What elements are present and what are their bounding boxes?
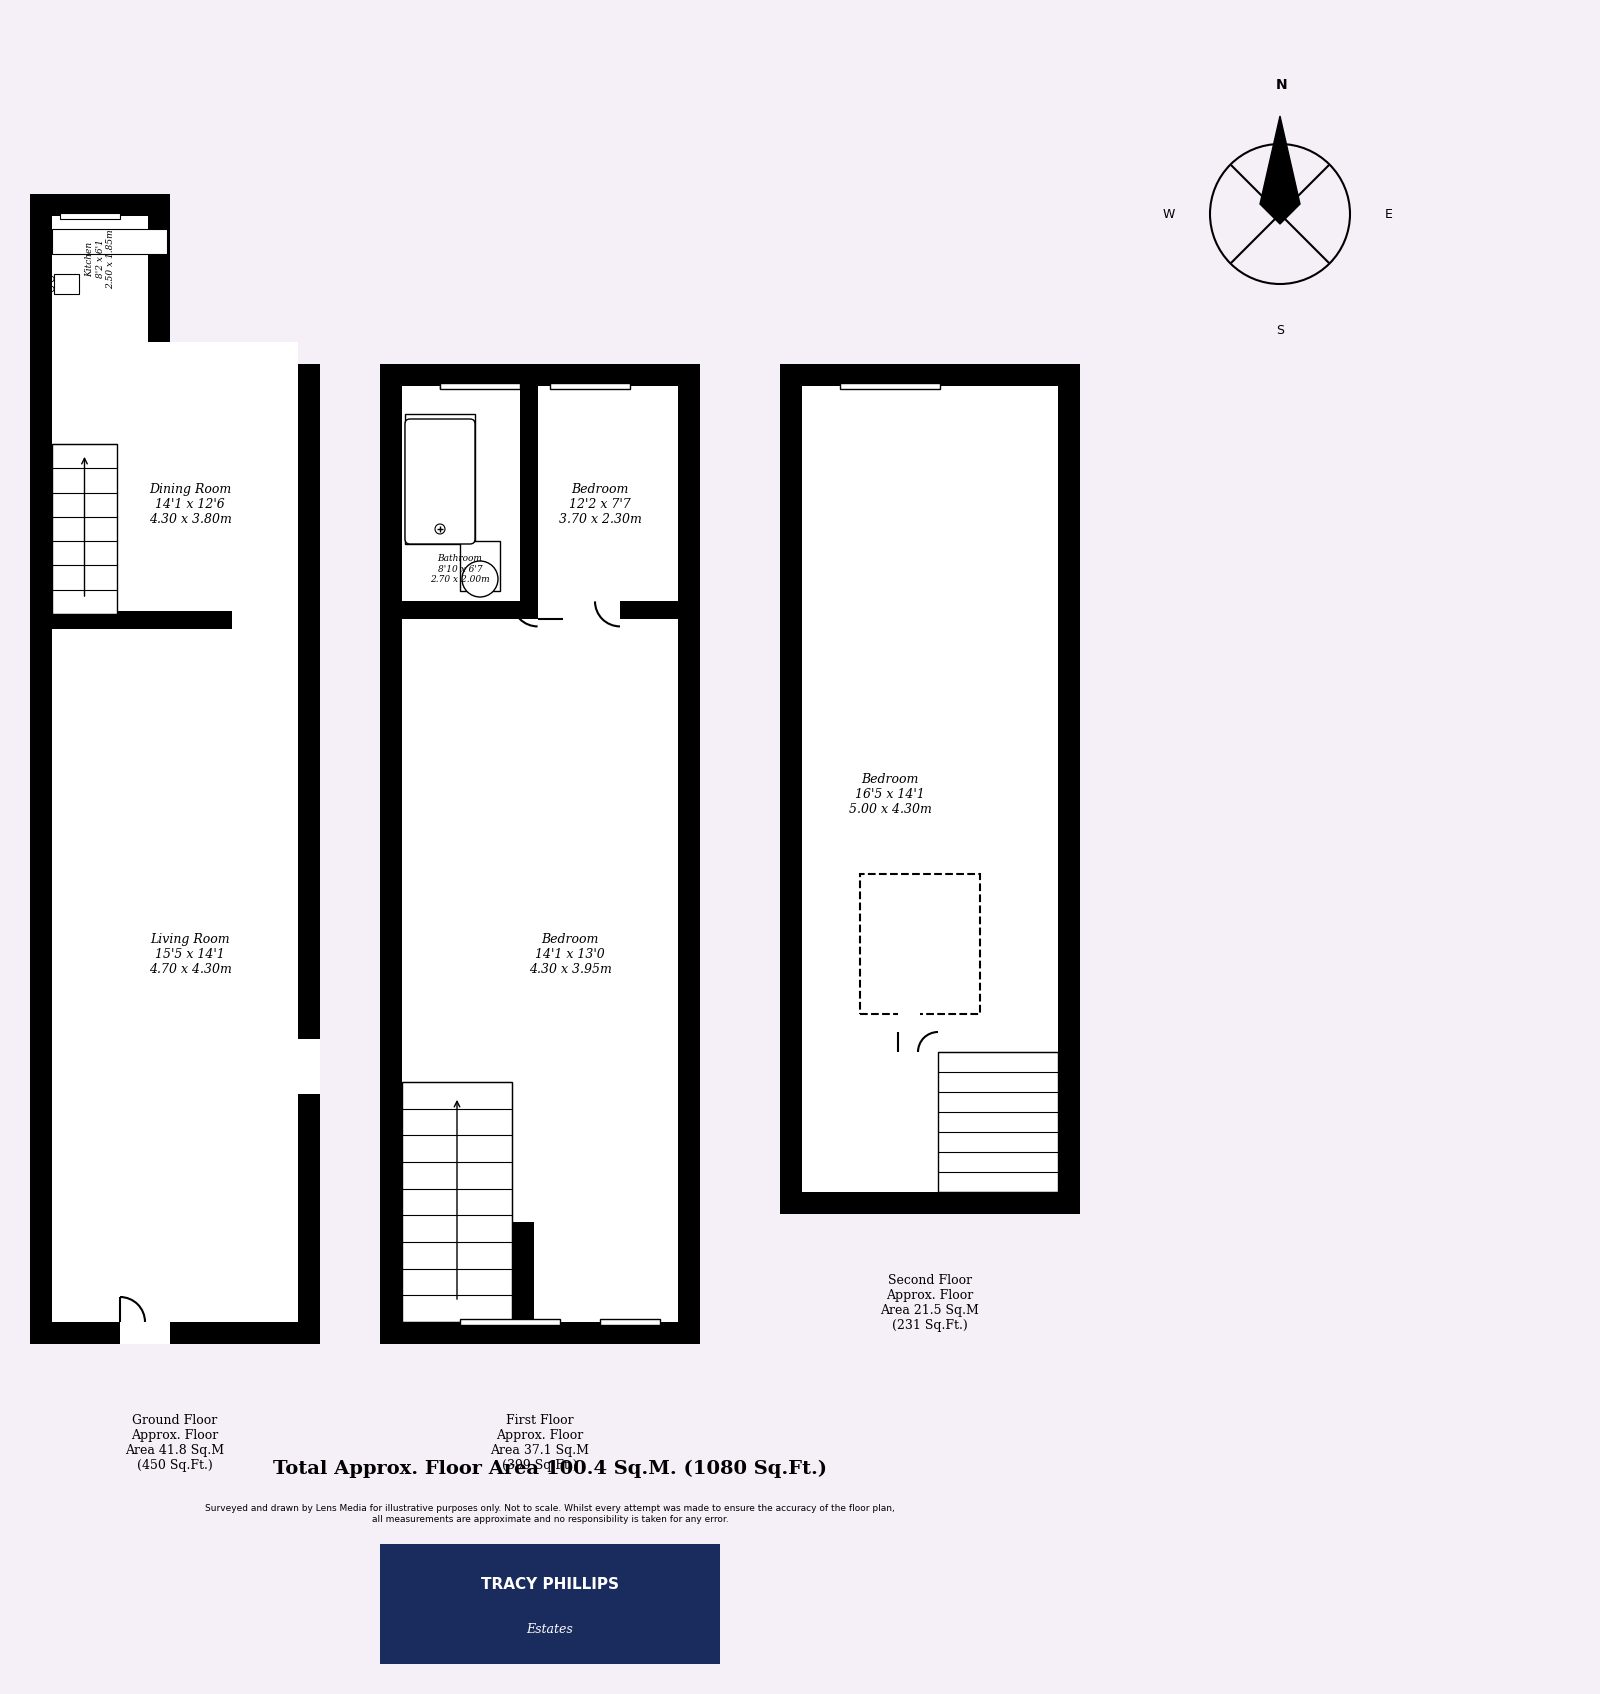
Bar (405, 413, 475, 544)
Bar (54, 274, 78, 295)
Text: E: E (1386, 207, 1394, 220)
Bar (54, 390, 294, 1320)
Polygon shape (381, 364, 701, 1343)
Bar (402, 601, 678, 618)
Text: Bedroom
12'2 x 7'7
3.70 x 2.30m: Bedroom 12'2 x 7'7 3.70 x 2.30m (558, 483, 642, 525)
Bar (600, 1320, 661, 1325)
Text: Second Floor
Approx. Floor
Area 21.5 Sq.M
(231 Sq.Ft.): Second Floor Approx. Floor Area 21.5 Sq.… (880, 1274, 979, 1331)
Polygon shape (802, 386, 1058, 1193)
Text: Total Approx. Floor Area 100.4 Sq.M. (1080 Sq.Ft.): Total Approx. Floor Area 100.4 Sq.M. (10… (274, 1460, 827, 1479)
Text: Kitchen
8'2 x 6'1
2.50 x 1.85m: Kitchen 8'2 x 6'1 2.50 x 1.85m (85, 229, 115, 288)
Bar (461, 1320, 560, 1325)
Bar (861, 874, 979, 1015)
Text: Dining Room
14'1 x 12'6
4.30 x 3.80m: Dining Room 14'1 x 12'6 4.30 x 3.80m (149, 483, 232, 525)
Bar (61, 213, 120, 219)
Polygon shape (1261, 115, 1299, 224)
Text: TRACY PHILLIPS: TRACY PHILLIPS (482, 1577, 619, 1591)
Circle shape (462, 561, 498, 596)
Bar (570, 601, 621, 618)
Bar (520, 386, 538, 601)
Bar (54, 390, 294, 1320)
Polygon shape (30, 195, 320, 1343)
Polygon shape (781, 364, 1080, 1215)
Bar (402, 1082, 512, 1321)
Text: Bedroom
14'1 x 13'0
4.30 x 3.95m: Bedroom 14'1 x 13'0 4.30 x 3.95m (528, 932, 611, 976)
Text: Ground Floor
Approx. Floor
Area 41.8 Sq.M
(450 Sq.Ft.): Ground Floor Approx. Floor Area 41.8 Sq.… (125, 1414, 224, 1472)
Bar (538, 601, 587, 618)
Bar (53, 229, 166, 254)
Bar (120, 1321, 170, 1343)
Bar (298, 1038, 320, 1094)
Bar (512, 1221, 534, 1321)
Text: Bedroom
16'5 x 14'1
5.00 x 4.30m: Bedroom 16'5 x 14'1 5.00 x 4.30m (848, 772, 931, 815)
Bar (898, 1001, 920, 1052)
FancyBboxPatch shape (405, 418, 475, 544)
Bar (550, 383, 630, 390)
Bar (53, 612, 232, 628)
Bar (461, 542, 501, 591)
Polygon shape (53, 217, 298, 1321)
Text: Surveyed and drawn by Lens Media for illustrative purposes only. Not to scale. W: Surveyed and drawn by Lens Media for ill… (205, 1504, 894, 1523)
Bar (53, 444, 117, 613)
Text: Living Room
15'5 x 14'1
4.70 x 4.30m: Living Room 15'5 x 14'1 4.70 x 4.30m (149, 932, 232, 976)
Text: W: W (1163, 207, 1174, 220)
Text: First Floor
Approx. Floor
Area 37.1 Sq.M
(399 Sq.Ft.): First Floor Approx. Floor Area 37.1 Sq.M… (491, 1414, 589, 1472)
Text: Estates: Estates (526, 1623, 573, 1635)
Bar (938, 1052, 1058, 1193)
Polygon shape (402, 386, 678, 1321)
Text: Bathroom
8'10 x 6'7
2.70 x 2.00m: Bathroom 8'10 x 6'7 2.70 x 2.00m (430, 554, 490, 584)
Text: N: N (1277, 78, 1288, 91)
Bar (440, 383, 520, 390)
Bar (840, 383, 941, 390)
FancyBboxPatch shape (381, 1543, 720, 1664)
Text: S: S (1277, 324, 1283, 337)
